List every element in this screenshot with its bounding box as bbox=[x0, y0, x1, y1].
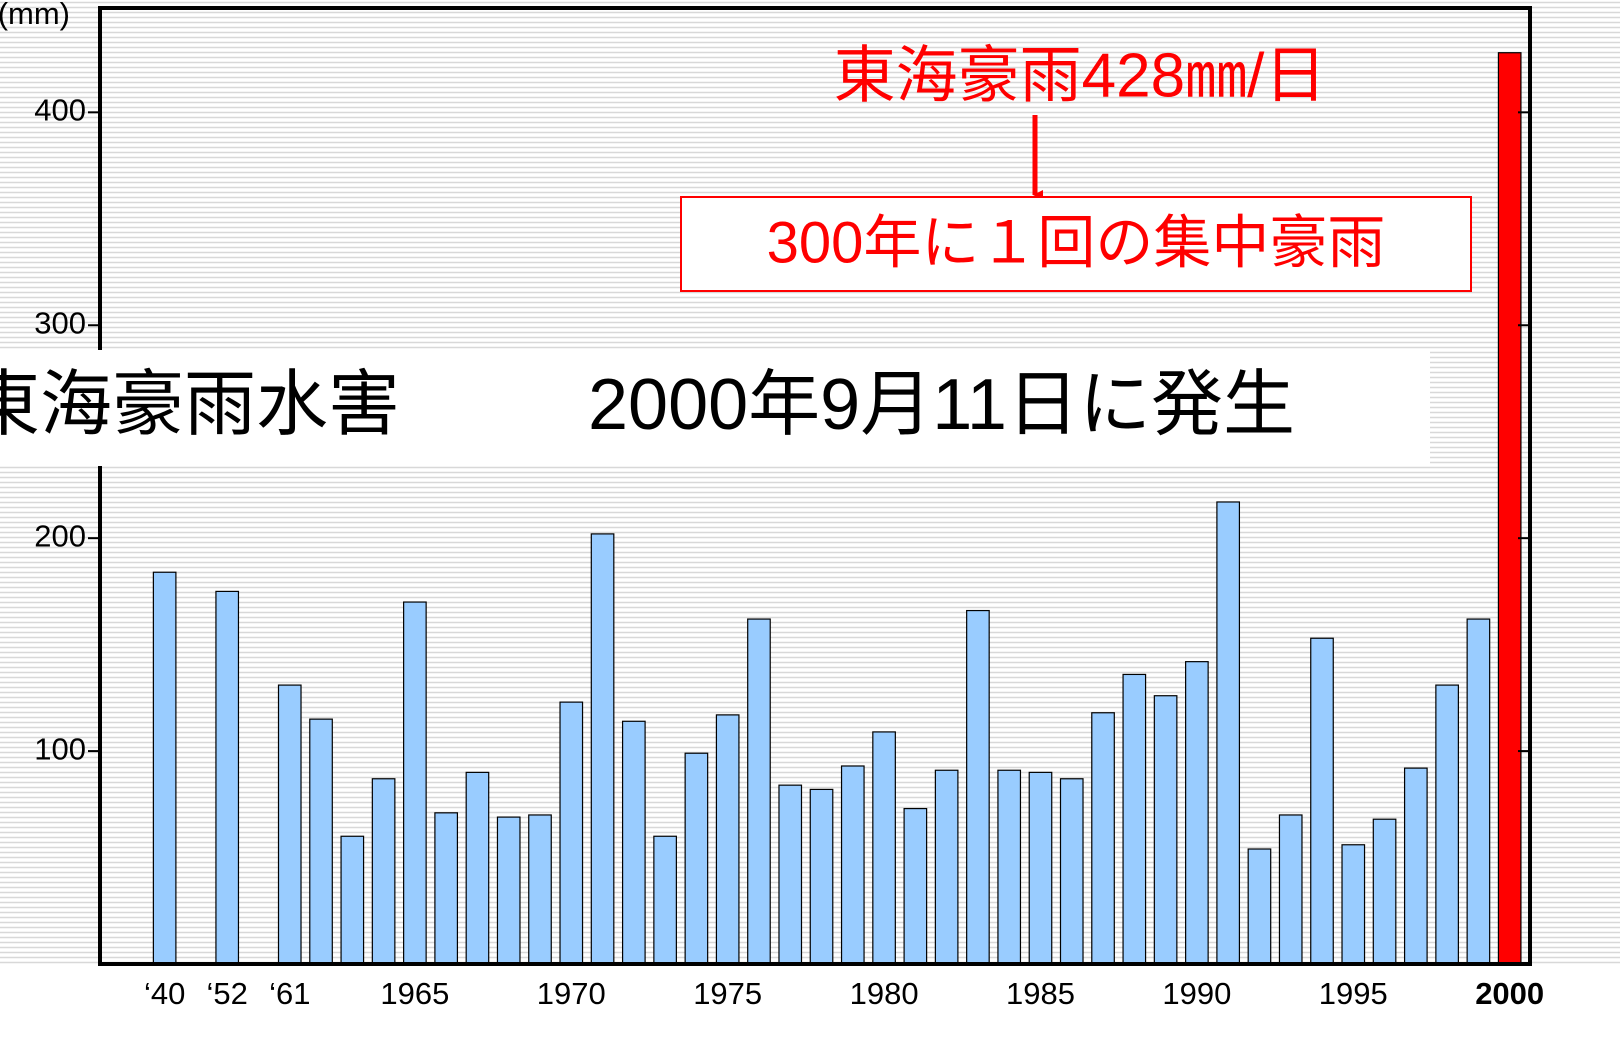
x-tick-label: 1965 bbox=[380, 976, 449, 1011]
plot-frame bbox=[98, 6, 1532, 966]
bar bbox=[903, 807, 928, 965]
bar bbox=[403, 601, 427, 965]
bar bbox=[966, 609, 990, 965]
banner bbox=[0, 350, 1430, 466]
x-tick-label: 1995 bbox=[1319, 976, 1388, 1011]
bar bbox=[1028, 771, 1053, 965]
bar bbox=[1310, 637, 1334, 965]
bar bbox=[653, 835, 677, 965]
bar bbox=[1341, 844, 1366, 965]
bar bbox=[1497, 52, 1522, 965]
bar bbox=[496, 816, 521, 965]
bar bbox=[1216, 501, 1241, 965]
y-tick-label: 300 bbox=[34, 305, 86, 340]
bar bbox=[371, 778, 396, 965]
bar bbox=[1466, 618, 1491, 965]
x-tick-label: 1975 bbox=[693, 976, 762, 1011]
annotation: 300年に１回の集中豪雨 bbox=[767, 210, 1386, 275]
bar bbox=[309, 718, 333, 965]
bar bbox=[934, 769, 959, 965]
x-tick-label: 1970 bbox=[537, 976, 606, 1011]
x-tick-label: ‘61 bbox=[269, 976, 310, 1011]
banner-date: 2000年9月11日に発生 bbox=[588, 365, 1295, 445]
bar bbox=[1091, 712, 1115, 965]
x-tick-label: 1980 bbox=[850, 976, 919, 1011]
banner-title: 東海豪雨水害 bbox=[0, 365, 400, 445]
bar bbox=[872, 731, 896, 965]
bar bbox=[1059, 778, 1084, 965]
x-tick-label: 1985 bbox=[1006, 976, 1075, 1011]
y-axis-label: (mm) bbox=[0, 0, 70, 31]
bar bbox=[621, 720, 646, 965]
y-tick-label: 100 bbox=[34, 731, 86, 766]
annotation-box bbox=[680, 196, 1472, 292]
bar bbox=[528, 814, 552, 965]
bar bbox=[340, 835, 365, 965]
bar bbox=[590, 533, 615, 965]
bar bbox=[778, 784, 803, 965]
x-tick-label: 1990 bbox=[1162, 976, 1231, 1011]
bar bbox=[1372, 818, 1397, 965]
bar bbox=[1247, 848, 1272, 965]
bar bbox=[465, 771, 490, 965]
bar bbox=[747, 618, 771, 965]
bar bbox=[434, 812, 459, 965]
bar bbox=[152, 571, 177, 965]
bar bbox=[1122, 673, 1147, 965]
bar bbox=[1435, 684, 1459, 965]
bar bbox=[215, 590, 240, 965]
bar bbox=[559, 701, 584, 965]
x-tick-label: ‘52 bbox=[207, 976, 248, 1011]
bar bbox=[277, 684, 302, 965]
bar bbox=[997, 769, 1022, 965]
annotation: 東海豪雨428㎜/日 bbox=[834, 41, 1327, 110]
bar bbox=[809, 788, 834, 965]
y-tick-label: 200 bbox=[34, 518, 86, 553]
bar bbox=[1403, 767, 1428, 965]
bar bbox=[1153, 695, 1178, 965]
y-tick-label: 400 bbox=[34, 93, 86, 128]
bar bbox=[840, 765, 865, 965]
bar bbox=[1278, 814, 1303, 965]
bar bbox=[684, 752, 709, 965]
x-tick-label: ‘40 bbox=[144, 976, 185, 1011]
bar bbox=[715, 714, 740, 965]
x-tick-label: 2000 bbox=[1475, 976, 1544, 1011]
bar bbox=[1185, 661, 1209, 965]
